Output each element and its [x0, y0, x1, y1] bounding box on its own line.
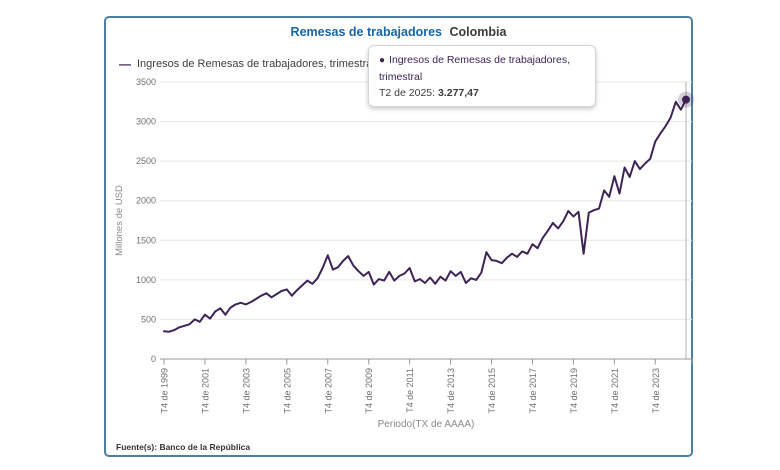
- chart-title-main: Remesas de trabajadores: [290, 25, 443, 39]
- x-tick-label: T4 de 2015: [487, 368, 497, 414]
- x-tick-label: T4 de 2011: [405, 368, 415, 413]
- tooltip-value-row: T2 de 2025: 3.277,47: [379, 85, 585, 101]
- page-title: Remesas de trabajadores Colombia: [106, 25, 691, 39]
- y-tick-label: 500: [141, 314, 156, 324]
- source-note: Fuente(s): Banco de la República: [116, 442, 251, 452]
- y-tick-label: 2500: [136, 156, 156, 166]
- x-tick-label: T4 de 2007: [323, 368, 333, 414]
- x-tick-label: T4 de 2005: [282, 368, 292, 414]
- remittances-line-chart[interactable]: 0 500 1000 1500 2000 2500 3000 3500 T4 de 1999 T4…: [106, 18, 695, 455]
- legend-line-icon: —: [119, 57, 131, 71]
- chart-tooltip: ● Ingresos de Remesas de trabajadores, tr…: [368, 45, 596, 108]
- tooltip-series-label: Ingresos de Remesas de trabajadores, tri…: [379, 54, 570, 83]
- tooltip-value: 3.277,47: [437, 86, 479, 99]
- x-tick-label: T4 de 2003: [241, 368, 251, 414]
- tooltip-period: T2 de 2025:: [379, 86, 436, 99]
- y-tick-label: 1000: [136, 275, 156, 285]
- x-tick-label: T4 de 2023: [651, 368, 661, 414]
- x-tick-label: T4 de 2019: [569, 368, 579, 414]
- y-tick-label: 3000: [136, 117, 156, 127]
- y-tick-label: 2000: [136, 196, 156, 206]
- x-tick-label: T4 de 2017: [528, 368, 538, 414]
- x-tick-label: T4 de 2021: [610, 368, 620, 414]
- y-tick-label: 3500: [136, 77, 156, 87]
- legend-label: Ingresos de Remesas de trabajadores, tri…: [137, 58, 375, 70]
- x-tick-label: T4 de 1999: [160, 368, 170, 414]
- remittances-chart-card: Remesas de trabajadores Colombia — Ingre…: [104, 16, 695, 457]
- series-bullet-icon: ●: [379, 55, 386, 66]
- x-tick-label: T4 de 2009: [364, 368, 374, 414]
- chart-legend[interactable]: — Ingresos de Remesas de trabajadores, t…: [119, 58, 375, 70]
- y-tick-label: 0: [151, 354, 156, 364]
- y-tick-label: 1500: [136, 235, 156, 245]
- x-axis-title: Periodo(TX de AAAA): [378, 419, 475, 430]
- y-axis-title: Millones de USD: [114, 185, 125, 256]
- tooltip-series-row: ● Ingresos de Remesas de trabajadores, tr…: [379, 52, 585, 85]
- chart-title-country: Colombia: [449, 25, 507, 39]
- series-line: [163, 98, 687, 333]
- x-tick-label: T4 de 2013: [446, 368, 456, 414]
- last-point-marker[interactable]: [682, 95, 690, 104]
- x-tick-label: T4 de 2001: [200, 368, 210, 414]
